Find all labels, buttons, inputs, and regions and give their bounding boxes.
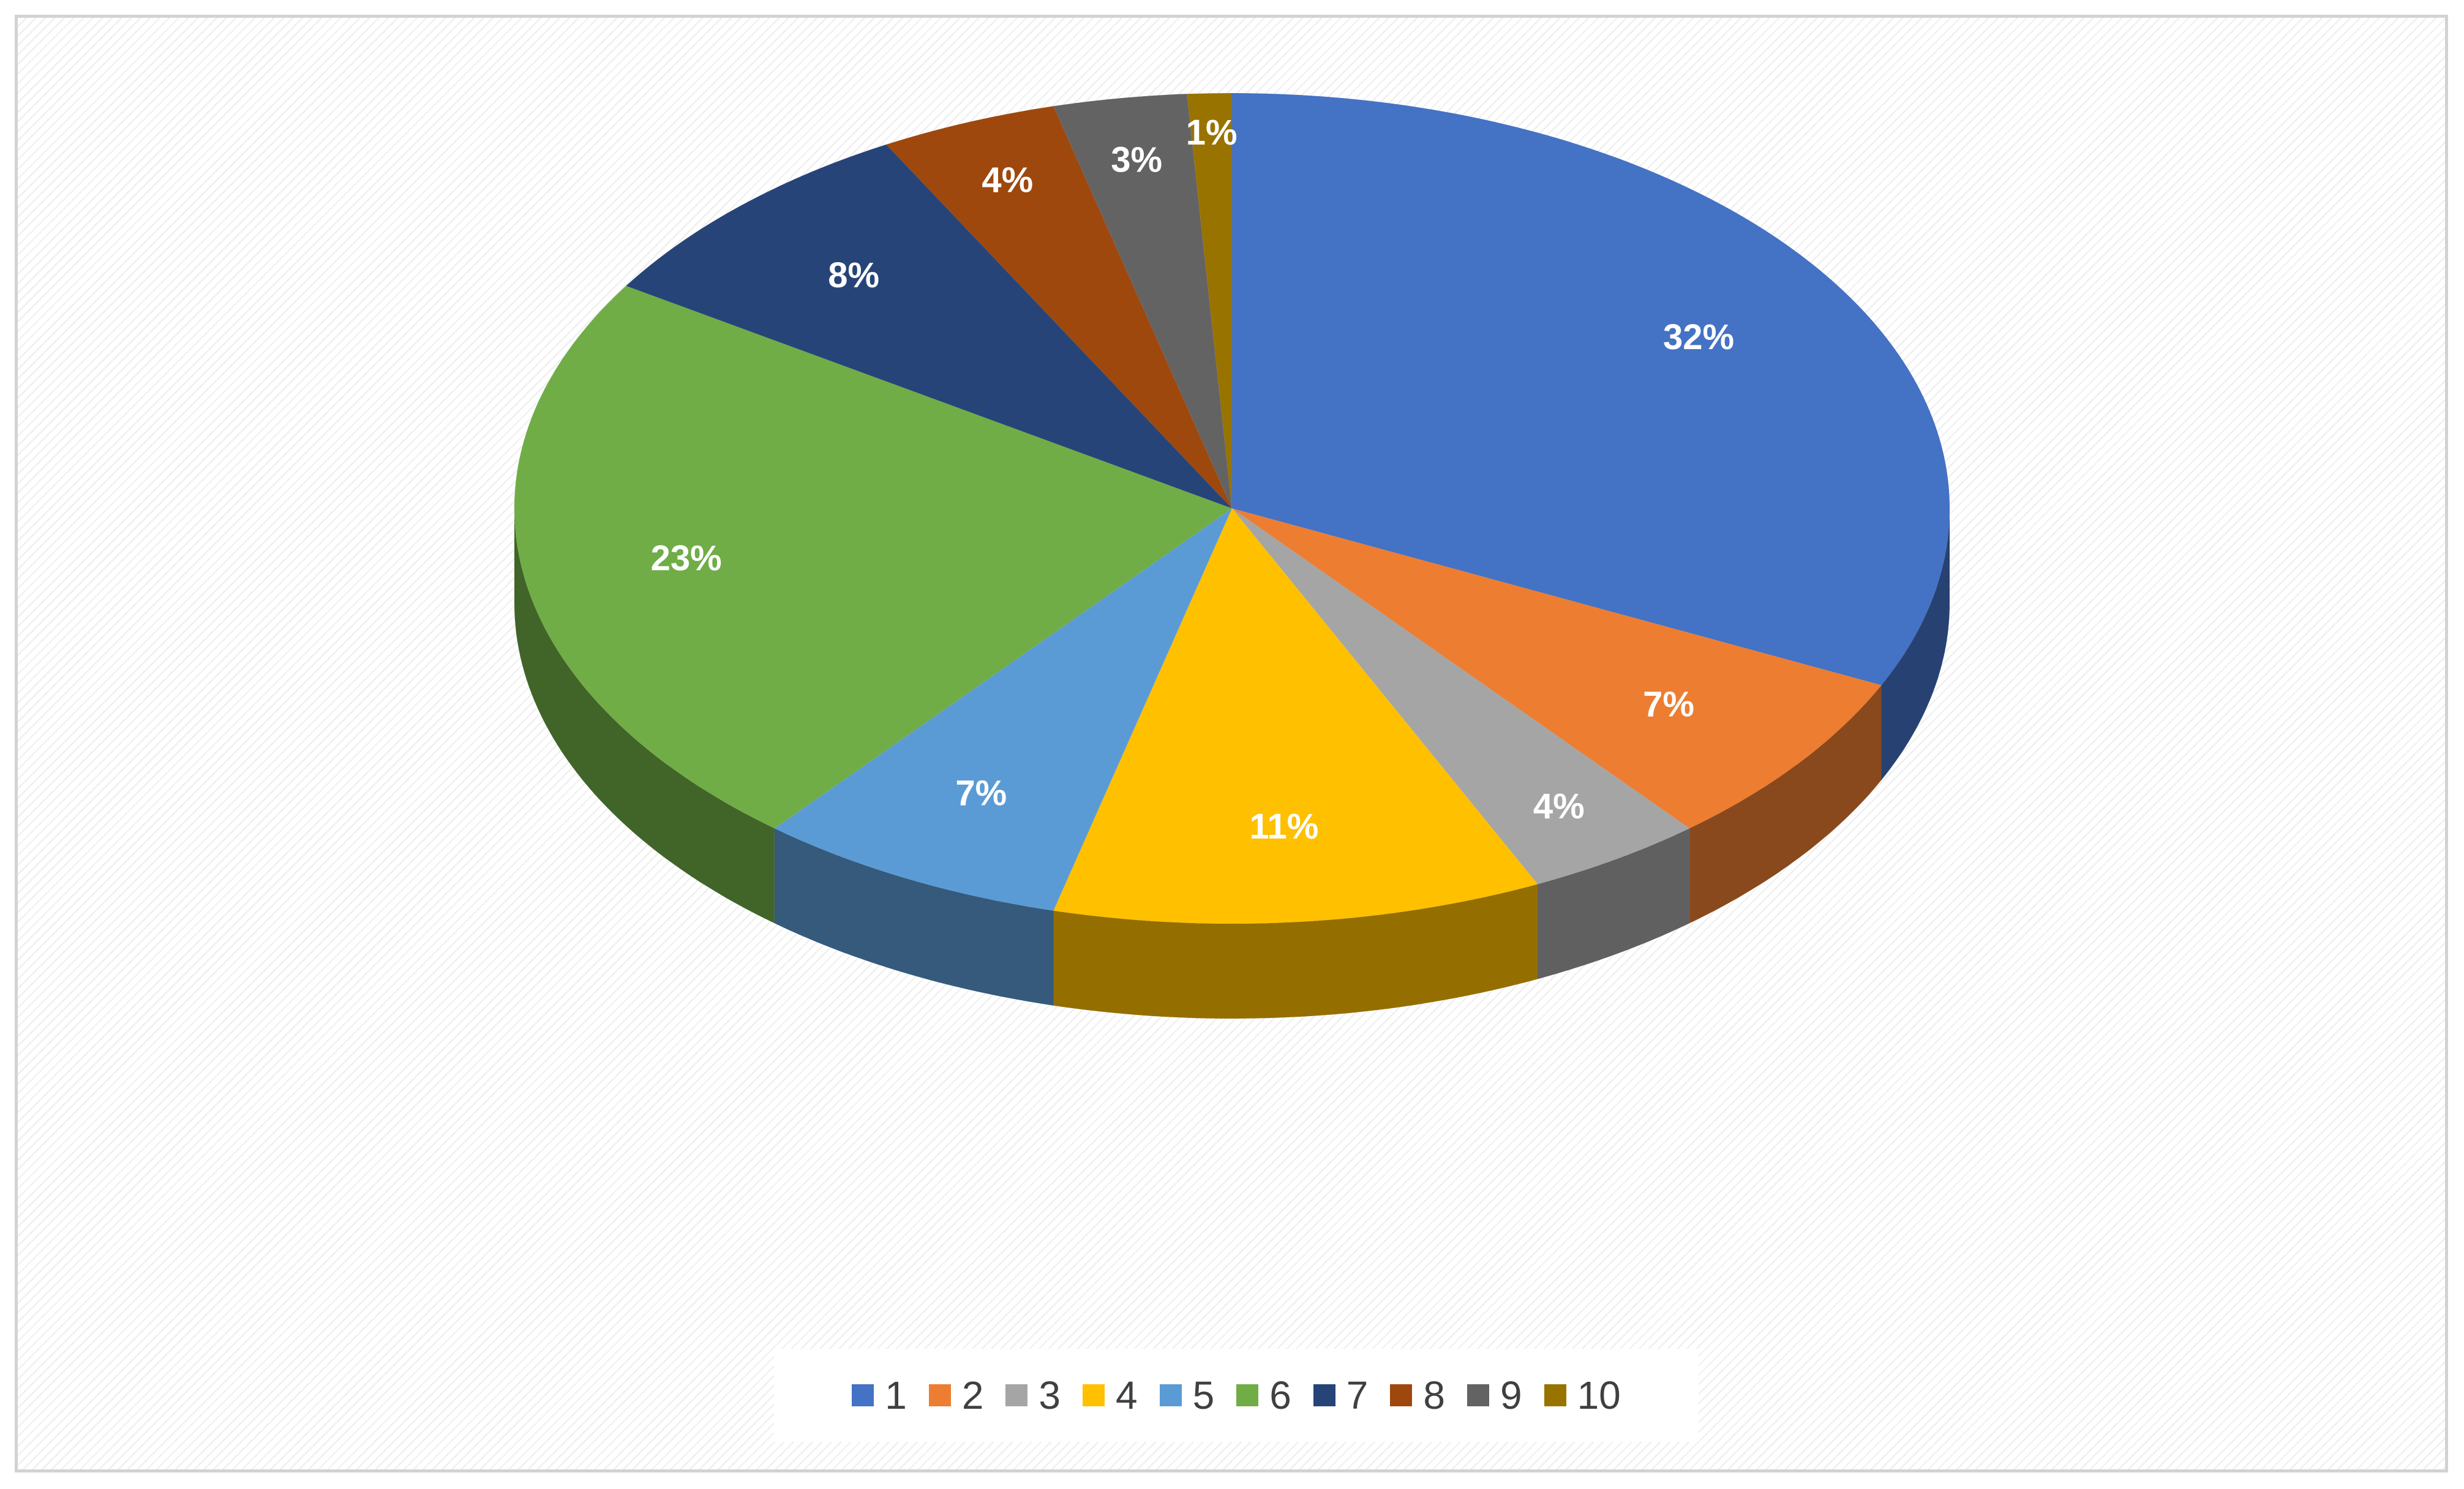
legend-item-3: 3 — [1005, 1376, 1061, 1415]
legend-label: 5 — [1192, 1373, 1215, 1417]
legend-swatch — [1467, 1384, 1489, 1406]
data-label-9: 3% — [1111, 140, 1162, 179]
legend-label: 6 — [1269, 1373, 1291, 1417]
legend-label: 3 — [1039, 1373, 1061, 1417]
data-label-1: 32% — [1663, 317, 1734, 357]
data-label-2: 7% — [1643, 685, 1694, 725]
pie-sides — [514, 508, 1950, 1019]
pie-side-1 — [1881, 508, 1950, 780]
legend-label: 2 — [961, 1373, 984, 1417]
data-label-6: 23% — [651, 538, 722, 578]
legend-label: 10 — [1577, 1373, 1621, 1417]
legend-label: 4 — [1116, 1373, 1138, 1417]
legend-item-8: 8 — [1390, 1376, 1445, 1415]
pie-slice-6 — [514, 285, 1232, 829]
legend-item-2: 2 — [928, 1373, 984, 1417]
legend-item-1: 1 — [852, 1376, 907, 1415]
legend-item-10: 10 — [1544, 1376, 1621, 1415]
legend-label: 8 — [1423, 1373, 1445, 1417]
pie-slice-8 — [886, 106, 1232, 509]
legend-swatch — [1544, 1384, 1566, 1406]
pie-slice-5 — [774, 508, 1232, 911]
legend-swatch — [1005, 1384, 1028, 1406]
data-label-7: 8% — [828, 255, 879, 295]
pie-side-6 — [514, 508, 775, 924]
legend-item-5: 5 — [1159, 1373, 1215, 1417]
legend-item-9: 9 — [1467, 1376, 1522, 1415]
data-label-8: 4% — [982, 160, 1033, 200]
pie-side-2 — [1689, 685, 1882, 924]
legend-label: 7 — [1346, 1373, 1369, 1417]
legend-swatch — [1390, 1384, 1413, 1406]
pie-slice-4 — [1053, 508, 1538, 924]
legend-swatch — [1236, 1384, 1259, 1406]
pie-slice-2 — [1232, 508, 1882, 829]
data-label-4: 11% — [1249, 807, 1318, 846]
pie-slice-1 — [1232, 93, 1950, 685]
legend-label: 1 — [885, 1373, 907, 1417]
legend-swatch — [1083, 1384, 1105, 1406]
pie-slice-9 — [1053, 94, 1232, 509]
pie-side-3 — [1538, 828, 1690, 979]
legend-label: 9 — [1500, 1373, 1522, 1417]
pie-slice-3 — [1232, 508, 1690, 884]
legend: 1 2 3 4 5 6 7 8 9 10 — [774, 1349, 1699, 1442]
legend-swatch — [1159, 1384, 1182, 1406]
legend-item-6: 6 — [1236, 1376, 1291, 1415]
legend-swatch — [852, 1384, 874, 1406]
legend-item-4: 4 — [1083, 1376, 1138, 1415]
pie-side-4 — [1053, 884, 1538, 1019]
data-label-5: 7% — [955, 774, 1007, 813]
data-labels: 32% 7% 4% 11% 7% 23% 8% 4% 3% 1% — [651, 113, 1734, 846]
data-label-3: 4% — [1533, 786, 1585, 826]
legend-swatch — [928, 1384, 951, 1406]
data-label-10: 1% — [1186, 113, 1238, 153]
pie-side-5 — [774, 828, 1054, 1006]
pie-slices — [514, 92, 1950, 924]
legend-swatch — [1313, 1384, 1335, 1406]
pie-slice-10 — [1187, 92, 1232, 508]
pie-slice-7 — [626, 144, 1232, 508]
legend-item-7: 7 — [1313, 1373, 1369, 1417]
